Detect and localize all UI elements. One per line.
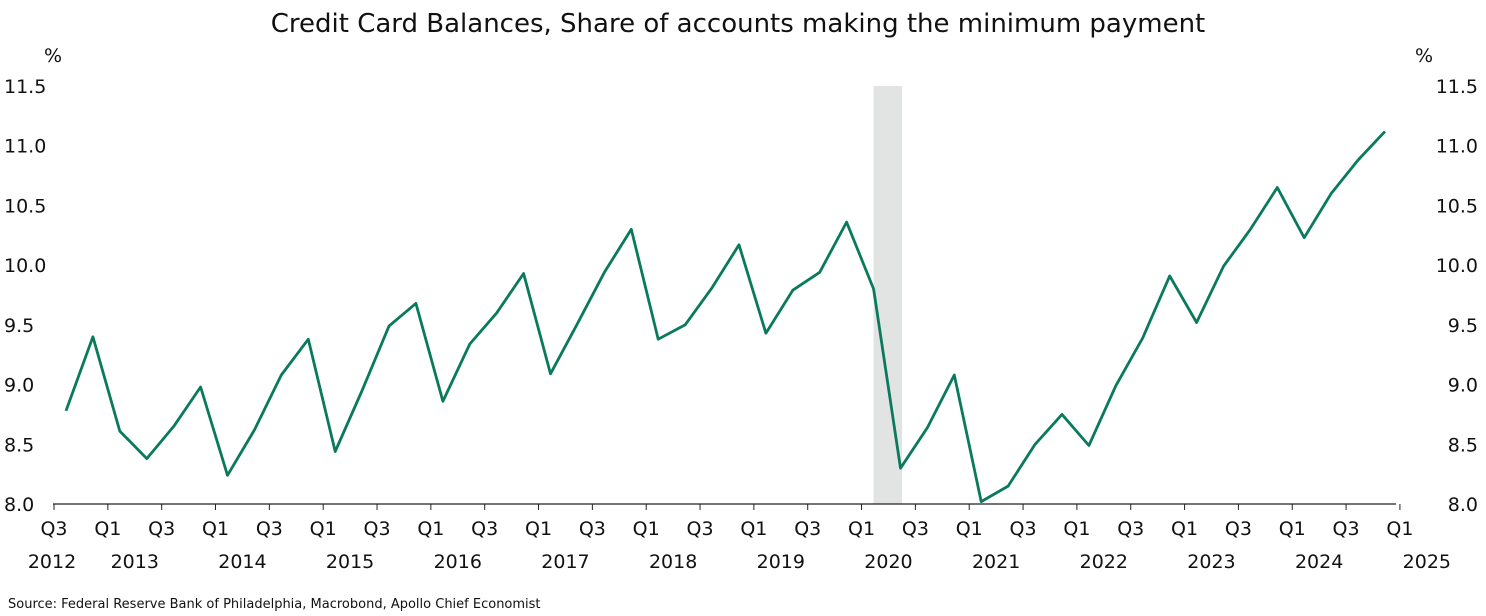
x-tick-quarter: Q3 [148,518,175,540]
y-tick-left: 8.0 [4,494,34,516]
y-tick-right: 8.0 [1448,494,1478,516]
y-tick-left: 9.5 [4,315,34,337]
x-axis-ticks: Q3 Q1 Q3 Q1 Q3 Q1 Q3 Q1 Q3 Q1 Q3 Q1 Q3 Q1 Q3 Q1 Q3 Q1 Q3 Q1… [28,504,1451,573]
x-year-label: 2017 [541,551,589,573]
x-tick-quarter: Q1 [848,518,875,540]
y-axis-left: 8.0 8.5 9.0 9.5 10.0 10.5 11.0 11.5 [4,76,46,516]
y-tick-right: 9.5 [1448,315,1478,337]
x-tick-quarter: Q3 [579,518,606,540]
y-tick-right: 10.0 [1436,255,1478,277]
x-tick-quarter: Q3 [902,518,929,540]
x-tick-quarter: Q1 [94,518,121,540]
x-tick-quarter: Q1 [1279,518,1306,540]
x-tick-quarter: Q3 [687,518,714,540]
x-tick-quarter: Q3 [794,518,821,540]
x-tick-quarter: Q3 [471,518,498,540]
x-tick-quarter: Q1 [1063,518,1090,540]
y-tick-right: 10.5 [1436,195,1478,217]
y-tick-right: 11.5 [1436,76,1478,98]
y-tick-left: 11.5 [4,76,46,98]
chart-title: Credit Card Balances, Share of accounts … [271,9,1206,39]
x-year-label: 2021 [972,551,1020,573]
x-year-label: 2015 [326,551,374,573]
x-tick-quarter: Q3 [1333,518,1360,540]
y-unit-left: % [44,45,62,67]
x-tick-quarter: Q3 [1117,518,1144,540]
x-tick-quarter: Q1 [310,518,337,540]
y-tick-right: 9.0 [1448,375,1478,397]
y-tick-left: 10.5 [4,195,46,217]
x-year-label: 2018 [649,551,697,573]
x-tick-quarter: Q1 [202,518,229,540]
x-year-label: 2019 [757,551,805,573]
y-axis-right: 8.0 8.5 9.0 9.5 10.0 10.5 11.0 11.5 [1436,76,1478,516]
y-tick-right: 8.5 [1448,434,1478,456]
x-year-label: 2025 [1403,551,1451,573]
x-tick-quarter: Q1 [1386,518,1413,540]
x-year-label: 2022 [1080,551,1128,573]
x-year-label: 2014 [218,551,266,573]
x-tick-quarter: Q3 [1010,518,1037,540]
y-tick-left: 8.5 [4,434,34,456]
x-year-label: 2016 [434,551,482,573]
y-tick-left: 11.0 [4,136,46,158]
x-tick-quarter: Q1 [525,518,552,540]
x-year-label: 2012 [28,551,76,573]
x-tick-quarter: Q1 [1171,518,1198,540]
x-tick-quarter: Q1 [740,518,767,540]
x-year-label: 2013 [111,551,159,573]
x-tick-quarter: Q3 [40,518,67,540]
y-tick-right: 11.0 [1436,136,1478,158]
source-note: Source: Federal Reserve Bank of Philadel… [8,597,541,612]
x-tick-quarter: Q1 [633,518,660,540]
x-year-label: 2020 [864,551,912,573]
y-unit-right: % [1415,45,1433,67]
x-year-label: 2023 [1187,551,1235,573]
x-tick-quarter: Q3 [1225,518,1252,540]
x-tick-quarter: Q3 [363,518,390,540]
y-tick-left: 10.0 [4,255,46,277]
x-tick-quarter: Q1 [417,518,444,540]
x-tick-quarter: Q1 [956,518,983,540]
recession-shading [873,86,903,504]
y-tick-left: 9.0 [4,375,34,397]
x-year-label: 2024 [1295,551,1343,573]
series-line [64,130,1387,503]
x-tick-quarter: Q3 [256,518,283,540]
